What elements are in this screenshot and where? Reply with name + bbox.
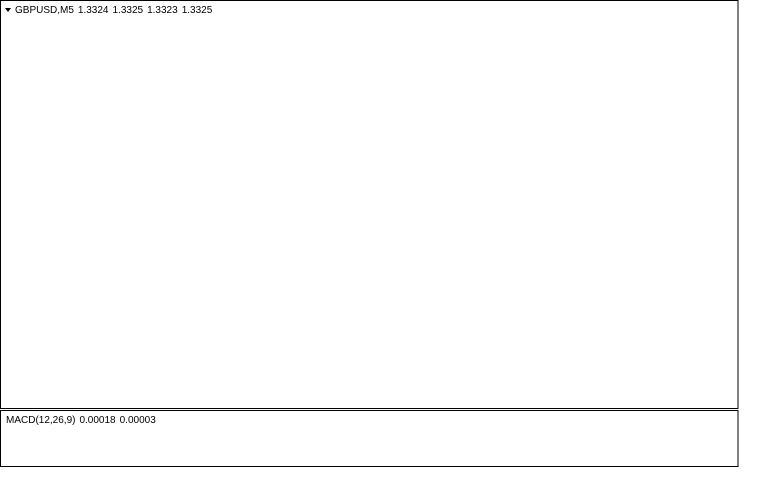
- macd-signal-value: 0.00003: [120, 415, 157, 426]
- macd-panel-frame: [0, 410, 739, 467]
- macd-main-value: 0.00018: [79, 415, 116, 426]
- close-price: 1.3325: [182, 5, 213, 16]
- macd-header: MACD(12,26,9) 0.00018 0.00003: [6, 415, 156, 426]
- symbol: GBPUSD,M5: [15, 5, 74, 16]
- open-price: 1.3324: [78, 5, 109, 16]
- low-price: 1.3323: [147, 5, 178, 16]
- collapse-icon: [5, 8, 11, 12]
- macd-label: MACD(12,26,9): [6, 415, 75, 426]
- price-panel-frame: [0, 0, 739, 409]
- chart-header: GBPUSD,M5 1.3324 1.3325 1.3323 1.3325: [15, 5, 213, 16]
- high-price: 1.3325: [113, 5, 144, 16]
